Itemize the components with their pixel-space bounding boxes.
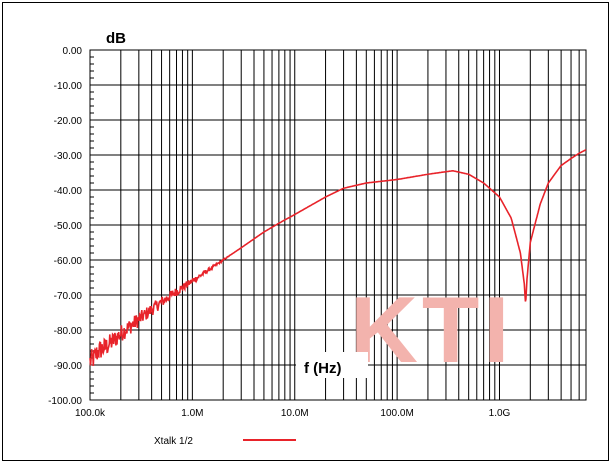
chart-frame bbox=[2, 2, 609, 461]
y-axis-label: dB bbox=[106, 30, 126, 47]
watermark-logo: KTI bbox=[350, 277, 513, 382]
y-tick-labels: 0.00 -10.00 -20.00 -30.00 -40.00 -50.00 -60.00… bbox=[48, 46, 82, 407]
y-tick-label: -70.00 bbox=[54, 291, 83, 302]
series-line bbox=[89, 149, 587, 366]
x-tick-label: 1.0G bbox=[489, 408, 511, 419]
legend-entry-label: Xtalk 1/2 bbox=[154, 436, 193, 447]
x-tick-label: 10.0M bbox=[281, 408, 309, 419]
x-tick-label: 100.0M bbox=[380, 408, 413, 419]
legend: Xtalk 1/2 bbox=[154, 436, 296, 447]
x-axis-label-bg bbox=[296, 352, 368, 378]
y-tick-label: -30.00 bbox=[54, 151, 83, 162]
y-tick-label: -50.00 bbox=[54, 221, 83, 232]
y-tick-label: -10.00 bbox=[54, 81, 83, 92]
x-tick-label: 100.0k bbox=[75, 408, 106, 419]
y-tick-label: -80.00 bbox=[54, 326, 83, 337]
y-tick-label: -40.00 bbox=[54, 186, 83, 197]
series-group bbox=[89, 149, 587, 366]
y-tick-label: -90.00 bbox=[54, 361, 83, 372]
x-tick-labels: 100.0k 1.0M 10.0M 100.0M 1.0G bbox=[75, 408, 511, 419]
plot-area bbox=[89, 49, 587, 401]
y-tick-label: -60.00 bbox=[54, 256, 83, 267]
y-tick-label: -20.00 bbox=[54, 116, 83, 127]
x-tick-label: 1.0M bbox=[181, 408, 203, 419]
x-axis-label: f (Hz) bbox=[304, 360, 342, 377]
y-tick-label: 0.00 bbox=[63, 46, 83, 57]
y-tick-label: -100.00 bbox=[48, 396, 82, 407]
